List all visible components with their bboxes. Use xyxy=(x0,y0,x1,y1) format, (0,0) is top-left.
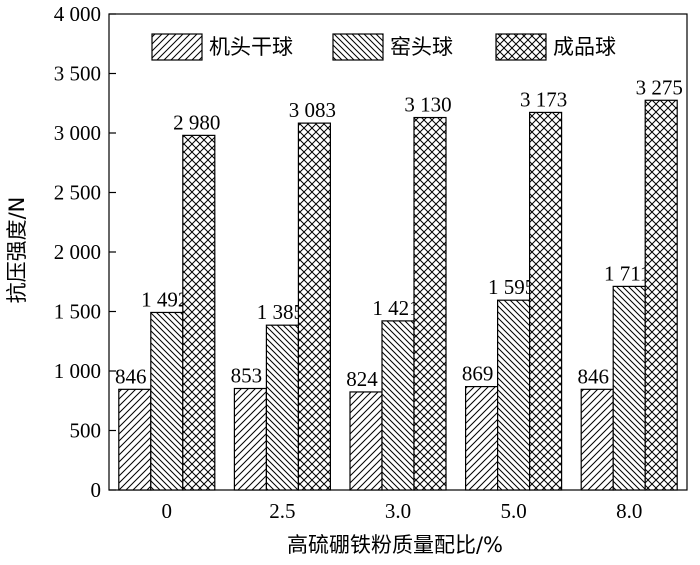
y-tick-label: 1 000 xyxy=(54,359,101,383)
y-tick-label: 0 xyxy=(91,478,102,502)
bar-value-label: 824 xyxy=(346,367,378,391)
x-tick-label: 0 xyxy=(162,499,173,523)
bar-value-label: 846 xyxy=(577,364,609,388)
x-tick-label: 3.0 xyxy=(385,499,411,523)
bar xyxy=(612,285,646,491)
bar-value-label: 1 711 xyxy=(604,261,650,285)
bar xyxy=(465,385,499,491)
bar xyxy=(118,388,152,491)
y-tick-label: 2 500 xyxy=(54,181,101,205)
legend-swatch xyxy=(495,33,547,61)
bar xyxy=(528,111,563,491)
bar xyxy=(150,311,184,491)
x-tick-label: 2.5 xyxy=(269,499,295,523)
legend-swatch xyxy=(332,33,384,61)
legend: 机头干球 窑头球 成品球 xyxy=(151,33,616,61)
bar xyxy=(297,122,331,491)
y-tick-label: 3 500 xyxy=(54,62,101,86)
bar-value-label: 1 595 xyxy=(488,275,535,299)
y-tick-label: 2 000 xyxy=(54,240,101,264)
x-tick-label: 5.0 xyxy=(500,499,526,523)
bar-value-label: 1 492 xyxy=(141,287,188,311)
x-tick-label: 8.0 xyxy=(616,499,642,523)
bar-value-label: 846 xyxy=(115,364,147,388)
plot-area: 0 500 1 000 1 500 2 000 2 500 3 000 3 500 4 000 0… xyxy=(54,2,688,523)
legend-label: 窑头球 xyxy=(390,35,453,59)
bar xyxy=(644,99,678,491)
bar xyxy=(265,324,299,491)
y-tick-label: 500 xyxy=(70,419,102,443)
y-tick-label: 3 000 xyxy=(54,121,101,145)
bar xyxy=(233,387,267,491)
bar-value-label: 3 130 xyxy=(404,93,451,117)
y-axis-label: 抗压强度/N xyxy=(5,197,29,304)
bar-value-label: 1 421 xyxy=(372,296,419,320)
legend-label: 成品球 xyxy=(553,35,616,59)
bar-value-label: 3 173 xyxy=(520,87,567,111)
bar xyxy=(413,116,447,491)
bar-value-label: 3 275 xyxy=(636,75,683,99)
bar-value-label: 2 980 xyxy=(173,110,220,134)
legend-label: 机头干球 xyxy=(209,35,293,59)
bar-value-label: 853 xyxy=(231,363,263,387)
bar xyxy=(497,299,531,491)
bar xyxy=(580,388,614,491)
bar xyxy=(349,391,383,491)
legend-swatch xyxy=(151,33,203,61)
x-axis-label: 高硫硼铁粉质量配比/% xyxy=(287,533,503,557)
bar-value-label: 3 083 xyxy=(289,98,336,122)
y-tick-label: 1 500 xyxy=(54,300,101,324)
bar-value-label: 869 xyxy=(462,362,494,386)
y-tick-label: 4 000 xyxy=(54,2,101,26)
bar xyxy=(381,320,415,491)
bar-value-label: 1 385 xyxy=(257,300,304,324)
bar xyxy=(182,134,216,491)
